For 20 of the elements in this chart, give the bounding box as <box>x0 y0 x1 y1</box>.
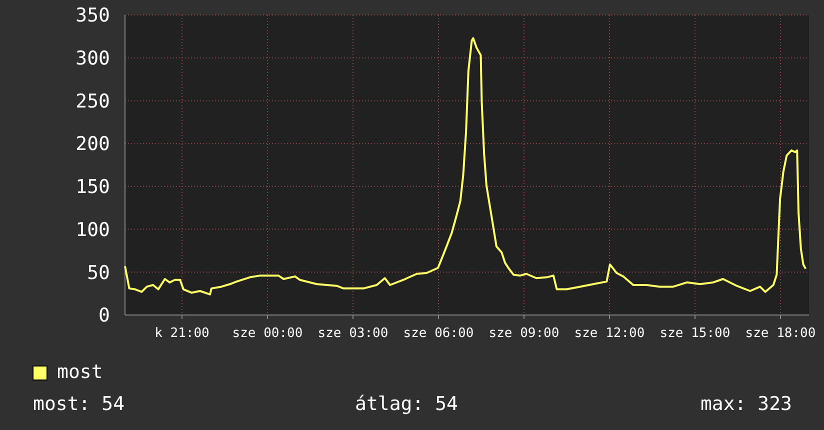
x-tick-label: sze 12:00 <box>574 326 645 341</box>
y-tick-label: 200 <box>76 133 110 156</box>
legend-label: most <box>57 361 103 383</box>
y-tick-label: 100 <box>76 218 110 241</box>
y-tick-label: 50 <box>87 262 110 284</box>
text: most: 54 <box>33 393 125 415</box>
x-tick-label: sze 06:00 <box>403 326 474 341</box>
x-tick-label: k 21:00 <box>154 326 210 341</box>
y-tick-label: 0 <box>98 304 110 327</box>
y-tick-label: 350 <box>76 4 110 27</box>
x-tick-label: sze 03:00 <box>318 326 388 341</box>
x-tick-label: sze 00:00 <box>232 326 303 341</box>
x-tick-label: sze 15:00 <box>660 326 730 341</box>
y-tick-label: 300 <box>76 48 110 70</box>
y-tick-label: 250 <box>76 90 110 112</box>
y-tick-label: 150 <box>76 176 110 198</box>
text: átlag: 54 <box>355 393 458 415</box>
x-tick-label: sze 18:00 <box>745 326 816 341</box>
x-tick-label: sze 09:00 <box>488 326 560 341</box>
text: max: 323 <box>700 393 792 415</box>
